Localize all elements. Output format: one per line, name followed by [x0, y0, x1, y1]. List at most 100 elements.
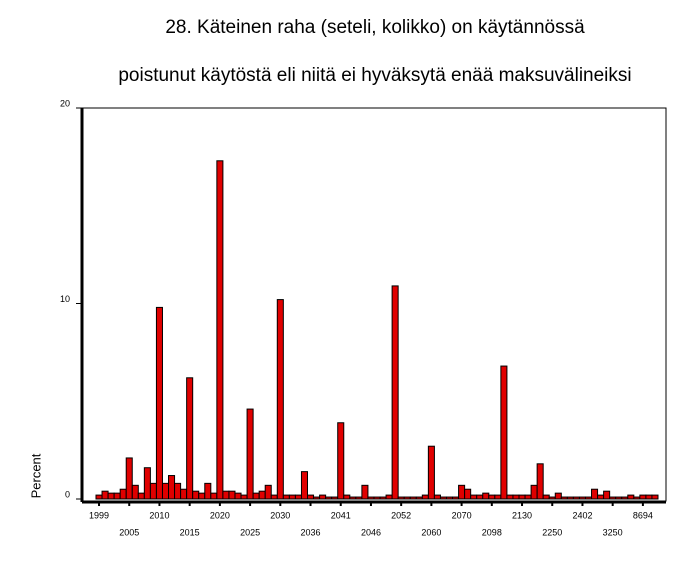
bar [578, 496, 586, 500]
bar [307, 494, 315, 500]
bar [633, 496, 641, 500]
bar [343, 494, 351, 500]
bar [313, 496, 321, 500]
bar [198, 492, 206, 500]
bar [530, 484, 538, 500]
bar [445, 496, 454, 500]
x-tick-label: 2402 [572, 510, 592, 520]
bar [174, 482, 182, 500]
bar [240, 494, 248, 500]
bar [270, 494, 278, 500]
bar [192, 490, 200, 500]
bar [355, 496, 363, 500]
bar [597, 494, 605, 500]
x-tick-label: 2025 [240, 527, 260, 537]
bar [210, 492, 218, 500]
x-tick-label: 2060 [421, 527, 441, 537]
bar [149, 482, 157, 500]
bar [415, 496, 423, 500]
bar [319, 494, 327, 500]
bar [373, 496, 381, 500]
x-tick-label: 2030 [270, 510, 290, 520]
y-tick-label: 10 [60, 294, 70, 304]
bar [161, 482, 170, 500]
bar [591, 488, 599, 500]
bar [361, 484, 369, 500]
bar [548, 496, 556, 500]
bar [476, 494, 484, 500]
bar [228, 490, 236, 500]
x-tick-label: 2020 [210, 510, 230, 520]
bar [645, 494, 653, 500]
plot-frame [81, 107, 667, 502]
bar [464, 488, 472, 500]
bar [143, 467, 151, 500]
bar [246, 408, 254, 500]
bar [554, 492, 562, 500]
bar [264, 484, 272, 500]
x-tick-label: 8694 [633, 510, 653, 520]
bar [288, 494, 296, 500]
bar [536, 463, 544, 500]
x-tick-label: 2010 [149, 510, 169, 520]
bar [560, 496, 568, 500]
bar [155, 306, 163, 500]
bar [518, 494, 526, 500]
bar [603, 490, 611, 500]
chart-subtitle: poistunut käytöstä eli niitä ei hyväksyt… [118, 65, 631, 86]
bar [506, 494, 514, 500]
x-tick-label: 2052 [391, 510, 411, 520]
bar [566, 496, 574, 500]
bar [186, 377, 194, 500]
y-tick-label: 20 [60, 98, 70, 108]
bar [494, 494, 502, 500]
bar [488, 494, 496, 500]
bar [621, 496, 629, 500]
bar [331, 496, 339, 500]
bar [639, 494, 647, 500]
bar [119, 488, 127, 500]
bar [609, 496, 617, 500]
bar [101, 490, 109, 500]
bar [95, 494, 103, 500]
bar [391, 285, 399, 500]
bar [458, 484, 466, 500]
bar [337, 422, 345, 500]
bar [421, 494, 429, 500]
bar [379, 496, 387, 500]
bar [482, 492, 490, 500]
bar [125, 457, 133, 500]
x-tick-label: 2130 [512, 510, 532, 520]
bar [433, 494, 441, 500]
x-tick-label: 2005 [119, 527, 139, 537]
bar [168, 475, 176, 500]
bar [216, 160, 224, 500]
bar [452, 496, 460, 500]
x-tick-label: 2041 [331, 510, 351, 520]
x-tick-label: 2046 [361, 527, 381, 537]
bar [276, 299, 284, 500]
bar [222, 490, 230, 500]
y-axis-label: Percent [28, 453, 43, 498]
bar [282, 494, 290, 500]
x-tick-label: 1999 [89, 510, 109, 520]
bar [500, 365, 508, 500]
x-tick-label: 2036 [301, 527, 321, 537]
bar [397, 496, 405, 500]
x-tick-label: 2070 [452, 510, 472, 520]
y-tick-label: 0 [65, 489, 70, 499]
bar [325, 496, 333, 500]
bar [300, 471, 309, 500]
bar [627, 494, 635, 500]
bar [512, 494, 520, 500]
bar [403, 496, 411, 500]
bar [542, 494, 550, 500]
bar [294, 494, 302, 500]
x-tick-label: 2250 [542, 527, 562, 537]
bar [258, 490, 266, 500]
bar [204, 482, 212, 500]
bar [131, 484, 139, 500]
x-tick-label: 2015 [180, 527, 200, 537]
x-tick-label: 3250 [603, 527, 623, 537]
